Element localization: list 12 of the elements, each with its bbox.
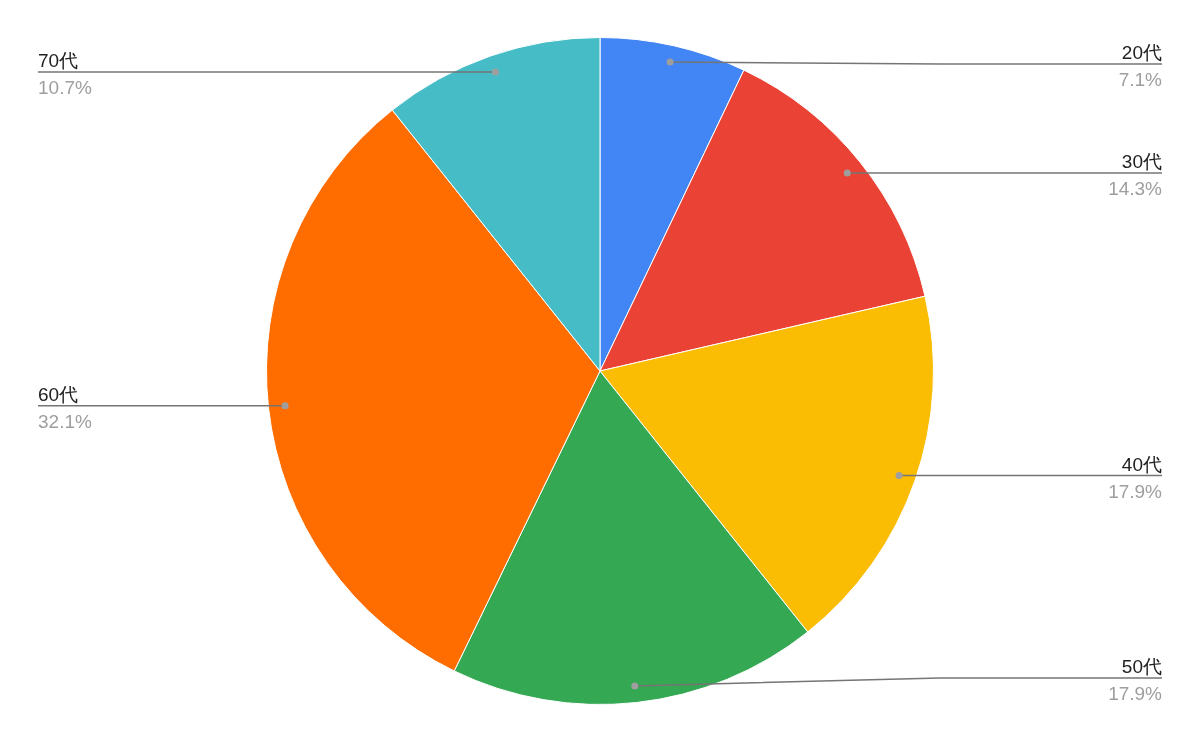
slice-label: 40代 <box>1121 453 1162 475</box>
slice-label: 50代 <box>1121 656 1162 677</box>
data-label: 32.1% <box>38 410 92 432</box>
slice-label: 70代 <box>38 49 79 71</box>
data-label: 14.3% <box>1108 177 1163 199</box>
data-label: 7.1% <box>1118 69 1163 90</box>
data-label: 10.7% <box>38 76 92 98</box>
data-label: 17.9% <box>1108 480 1163 502</box>
slice-label: 30代 <box>1121 150 1162 172</box>
data-label: 17.9% <box>1108 683 1163 704</box>
slice-label: 20代 <box>1121 42 1162 63</box>
slice-label: 60代 <box>38 383 79 405</box>
